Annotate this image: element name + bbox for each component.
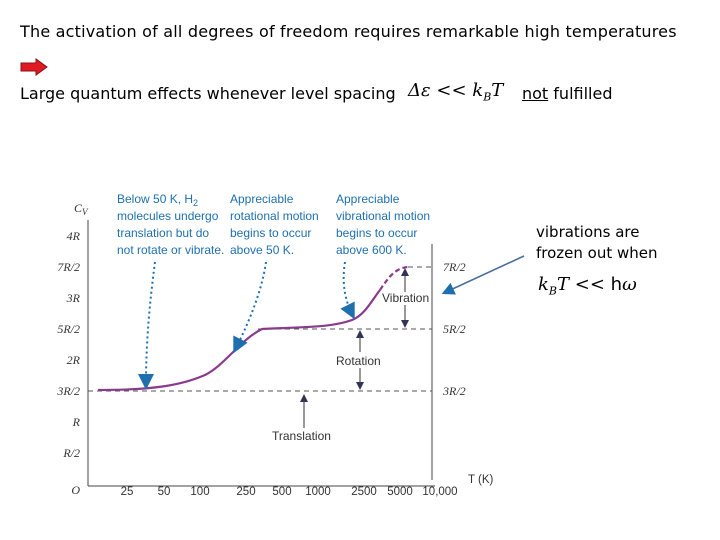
pointer-low-temp [138, 261, 156, 390]
svg-text:molecules undergo: molecules undergo [117, 209, 219, 223]
heat-capacity-curve [97, 289, 381, 392]
header-line-1: The activation of all degrees of freedom… [20, 22, 677, 41]
header-line-2: Large quantum effects whenever level spa… [20, 84, 396, 103]
x-tick-1000: 1000 [305, 486, 331, 498]
pointer-vibrational [340, 261, 355, 320]
svg-text:translation but do: translation but do [117, 226, 209, 240]
formula-level-sub: B [483, 90, 492, 104]
svg-text:Appreciable: Appreciable [230, 192, 294, 206]
level-spacing-formula: Δε << kBT [408, 80, 503, 104]
formula2-sub: B [548, 284, 558, 298]
svg-text:above 50 K.: above 50 K. [230, 243, 294, 257]
formula2-t: T << [557, 274, 611, 295]
frozen-condition-formula: kBT << hω [538, 274, 637, 298]
svg-text:above 600 K.: above 600 K. [336, 243, 407, 257]
x-tick-10000: 10,000 [422, 486, 457, 498]
y-tick-R2: R/2 [62, 446, 80, 460]
rotation-label: Rotation [336, 354, 381, 368]
y-axis-label: CV [74, 201, 89, 217]
annotation-vibrational: Appreciable vibrational motion begins to… [336, 192, 430, 257]
annotation-low-temp: Below 50 K, H2 molecules undergo transla… [117, 192, 224, 257]
svg-text:vibrational motion: vibrational motion [336, 209, 430, 223]
heat-capacity-curve-dashed [379, 265, 409, 291]
svg-text:rotational motion: rotational motion [230, 209, 319, 223]
svg-text:Appreciable: Appreciable [336, 192, 400, 206]
x-tick-25: 25 [121, 486, 134, 498]
annotation-rotational: Appreciable rotational motion begins to … [230, 192, 319, 257]
y-tick-4R: 4R [67, 229, 81, 243]
right-tick-5R2: 5R/2 [443, 322, 466, 336]
not-fulfilled-text: not fulfilled [522, 84, 612, 103]
x-tick-50: 50 [158, 486, 171, 498]
formula2-k: k [538, 274, 549, 295]
formula-level-main: Δε << k [408, 80, 484, 101]
svg-text:not rotate or vibrate.: not rotate or vibrate. [117, 243, 224, 257]
y-tick-origin: O [71, 483, 80, 497]
x-tick-500: 500 [272, 486, 291, 498]
formula2-h: h [610, 274, 623, 295]
translation-label: Translation [272, 429, 331, 443]
svg-text:Below 50 K, H2: Below 50 K, H2 [117, 192, 198, 208]
y-tick-3R: 3R [66, 291, 81, 305]
y-tick-3R2: 3R/2 [56, 384, 80, 398]
x-tick-100: 100 [190, 486, 209, 498]
svg-text:begins to occur: begins to occur [230, 226, 311, 240]
frozen-note-pointer [441, 255, 525, 295]
x-tick-250: 250 [236, 486, 255, 498]
y-tick-5R2: 5R/2 [57, 322, 80, 336]
fulfilled-word: fulfilled [548, 84, 613, 103]
y-tick-2R: 2R [67, 353, 81, 367]
formula2-omega: ω [622, 274, 637, 295]
not-word: not [522, 84, 549, 103]
right-arrow-icon [20, 58, 48, 76]
x-axis-label: T (K) [468, 474, 494, 486]
right-tick-7R2: 7R/2 [443, 260, 466, 274]
y-tick-7R2: 7R/2 [57, 260, 80, 274]
y-tick-R: R [72, 415, 81, 429]
vibrations-frozen-note: vibrations are frozen out when [536, 223, 658, 262]
vibration-label: Vibration [382, 291, 429, 305]
x-tick-5000: 5000 [387, 486, 413, 498]
formula-level-tail: T [491, 80, 504, 101]
right-tick-3R2: 3R/2 [442, 384, 466, 398]
x-tick-2500: 2500 [351, 486, 377, 498]
svg-text:begins to occur: begins to occur [336, 226, 417, 240]
